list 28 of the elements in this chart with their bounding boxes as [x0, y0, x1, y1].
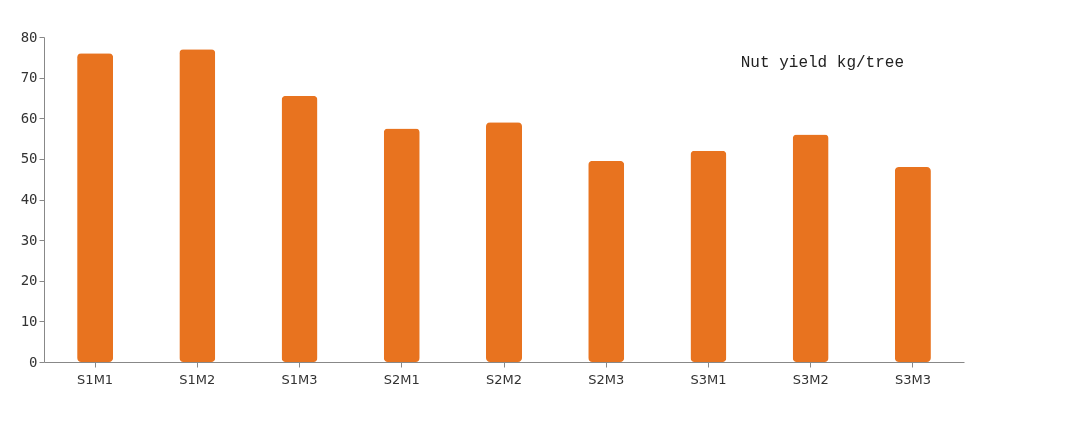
bar	[792, 134, 829, 362]
y-tick-label: 80	[20, 28, 38, 45]
x-tick-label: S2M3	[588, 371, 625, 387]
bar	[281, 95, 318, 362]
bar	[486, 122, 522, 362]
y-tick-label: 40	[20, 191, 38, 207]
y-tick-label: 10	[20, 312, 38, 329]
x-tick-label: S2M2	[485, 371, 523, 387]
text: Nut yield kg/tree	[740, 54, 904, 72]
y-tick-label: 60	[20, 109, 38, 126]
bar	[179, 49, 216, 362]
x-tick-label: S3M1	[690, 371, 727, 387]
bar	[894, 167, 931, 362]
y-tick-label: 50	[20, 150, 38, 167]
y-tick-label: 0	[29, 353, 38, 370]
bar	[383, 128, 420, 362]
bar	[588, 160, 625, 362]
y-tick-label: 70	[20, 69, 38, 86]
y-tick-label: 30	[20, 231, 38, 248]
y-tick-label: 20	[20, 272, 38, 289]
x-tick-label: S1M1	[77, 371, 114, 387]
bar	[77, 53, 114, 362]
x-tick-label: S2M1	[383, 371, 420, 387]
x-tick-label: S3M3	[894, 371, 931, 387]
bar	[690, 150, 727, 362]
x-tick-label: S1M2	[179, 371, 216, 387]
x-tick-label: S3M2	[792, 371, 829, 387]
x-tick-label: S1M3	[281, 371, 318, 387]
